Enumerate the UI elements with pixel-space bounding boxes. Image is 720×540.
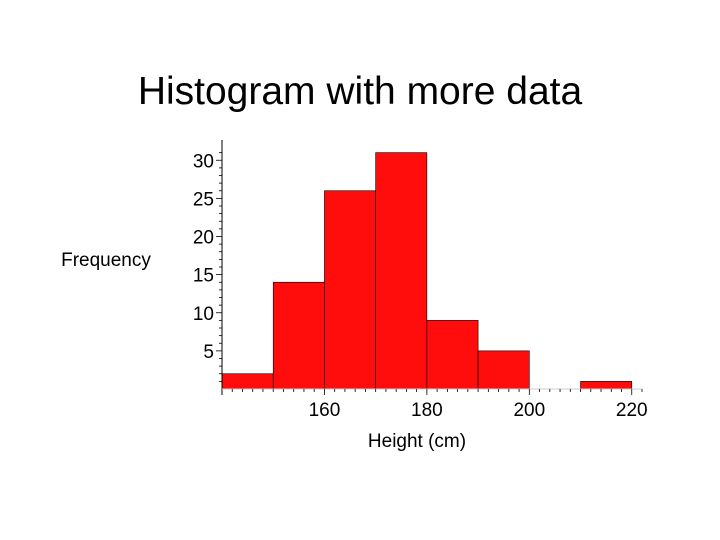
x-tick-label: 200 [513,400,545,421]
y-ticks-group: 5 10 15 20 25 30 [193,151,222,382]
histogram-bar-190-200 [477,350,530,390]
y-tick-label: 20 [193,228,214,249]
histogram-bar-140-150 [221,373,274,390]
x-axis-label: Height (cm) [368,431,466,452]
y-tick-label: 30 [193,151,214,172]
histogram-bar-170-180 [375,152,428,390]
x-ticks-group: 160 180 200 220 [231,389,648,421]
y-tick-label: 25 [193,189,214,210]
y-tick-label: 5 [203,342,214,363]
histogram-bar-150-160 [272,281,325,390]
x-tick-label: 220 [616,400,648,421]
histogram-bar-160-170 [324,190,376,390]
x-tick-label: 180 [411,400,443,421]
histogram-bar-180-190 [426,320,479,390]
y-axis-label: Frequency [61,250,151,271]
x-tick-label: 160 [309,400,341,421]
bars-group [221,152,633,390]
y-tick-label: 15 [193,266,214,287]
y-tick-label: 10 [193,304,214,325]
histogram-bar-210-220 [580,381,633,390]
slide-title: Histogram with more data [137,70,583,113]
